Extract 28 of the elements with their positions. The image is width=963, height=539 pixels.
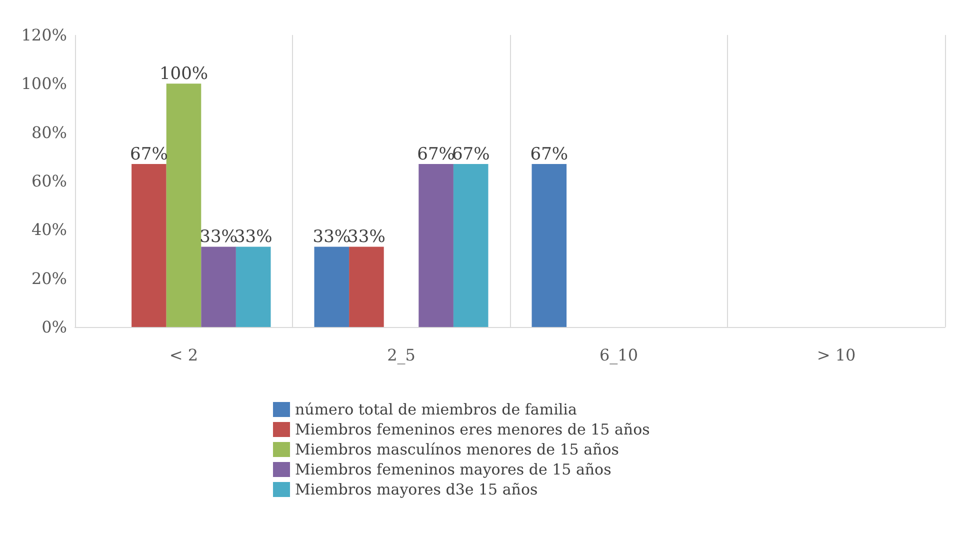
x-tick-label: > 10: [816, 346, 856, 364]
x-tick-label: 2_5: [387, 346, 416, 364]
legend-label: Miembros masculínos menores de 15 años: [295, 440, 619, 458]
bar: [349, 246, 384, 327]
y-tick-label: 0%: [42, 318, 67, 336]
legend-label: Miembros mayores d3e 15 años: [295, 480, 538, 498]
x-tick-label: 6_10: [599, 346, 638, 364]
y-tick-label: 20%: [31, 268, 67, 288]
legend-label: Miembros femeninos eres menores de 15 años: [295, 420, 650, 438]
x-tick-label: < 2: [169, 346, 198, 364]
bar: [314, 246, 350, 327]
y-tick-label: 100%: [21, 74, 67, 94]
y-tick-label: 120%: [21, 26, 67, 44]
bar: [166, 84, 202, 327]
bar: [418, 164, 454, 327]
data-label: 67%: [530, 144, 568, 164]
legend-label: Miembros femeninos mayores de 15 años: [295, 460, 612, 478]
y-tick-label: 80%: [31, 122, 67, 142]
data-label: 33%: [234, 227, 272, 248]
bar: [236, 246, 271, 327]
legend-label: número total de miembros de familia: [295, 400, 577, 418]
bar: [201, 246, 236, 327]
bar: [532, 164, 567, 327]
y-tick-label: 60%: [31, 172, 67, 190]
y-tick-label: 40%: [31, 220, 67, 240]
data-label: 100%: [159, 64, 208, 84]
bar: [453, 164, 488, 327]
bar: [132, 164, 166, 327]
